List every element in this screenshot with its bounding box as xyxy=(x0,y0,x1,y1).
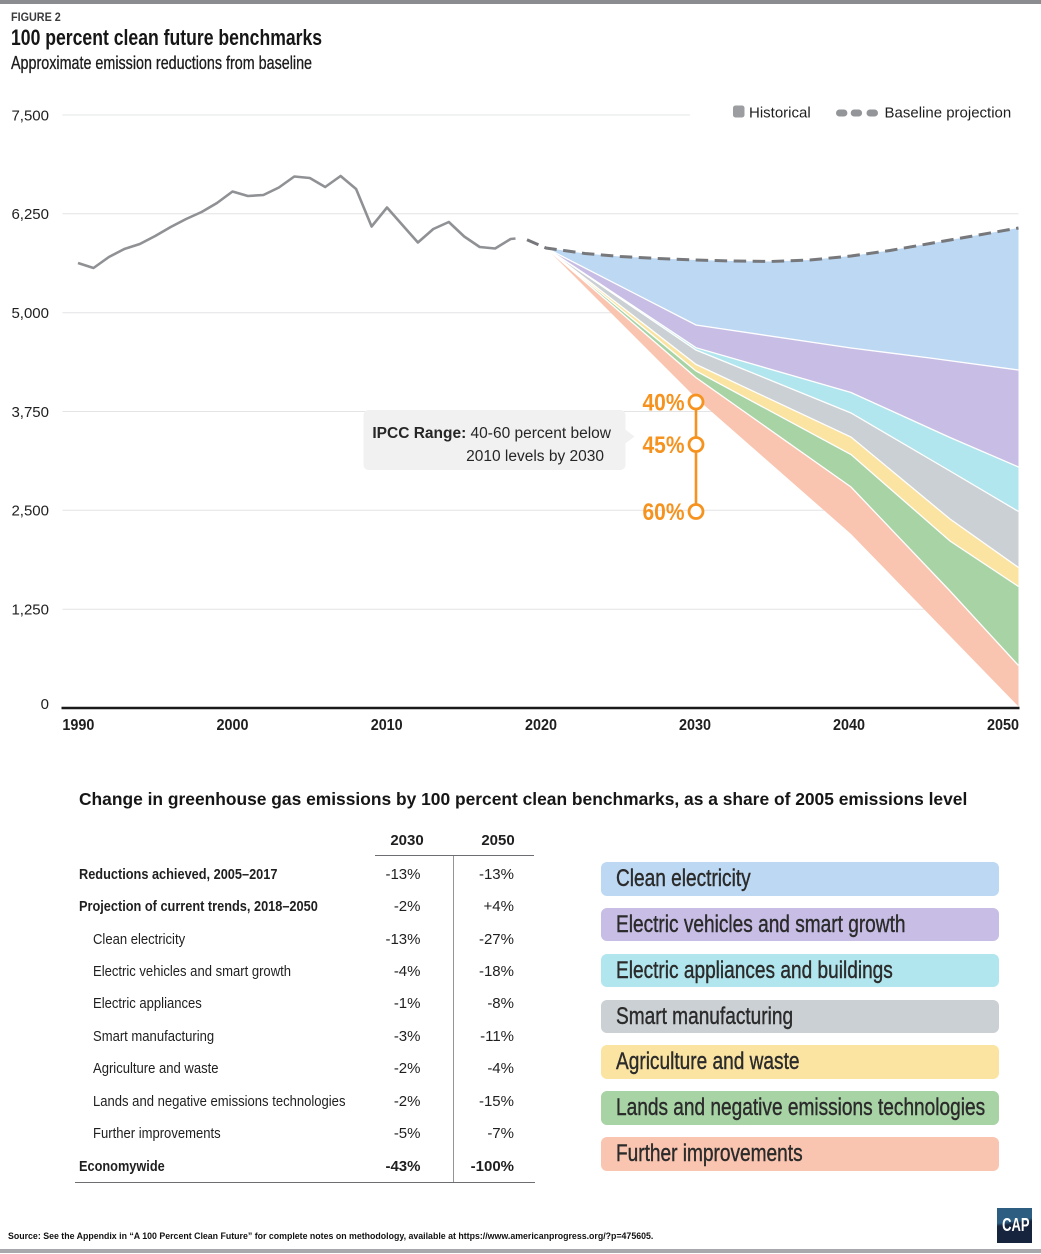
svg-text:60%: 60% xyxy=(643,499,685,526)
svg-text:2010: 2010 xyxy=(371,717,403,734)
svg-text:3,750: 3,750 xyxy=(11,404,49,421)
svg-text:2040: 2040 xyxy=(833,717,865,734)
svg-text:2050: 2050 xyxy=(987,717,1019,734)
svg-text:2,500: 2,500 xyxy=(11,503,49,520)
svg-text:0: 0 xyxy=(41,696,49,713)
svg-text:Historical: Historical xyxy=(749,105,811,122)
svg-text:2020: 2020 xyxy=(525,717,557,734)
svg-text:2000: 2000 xyxy=(217,717,249,734)
svg-text:1990: 1990 xyxy=(62,717,94,734)
svg-text:7,500: 7,500 xyxy=(11,107,49,124)
svg-text:2030: 2030 xyxy=(679,717,711,734)
svg-text:45%: 45% xyxy=(643,432,685,459)
svg-text:IPCC Range: 40-60 percent belo: IPCC Range: 40-60 percent below xyxy=(372,425,611,442)
svg-text:Baseline projection: Baseline projection xyxy=(885,105,1012,122)
svg-text:6,250: 6,250 xyxy=(11,206,49,223)
svg-text:40%: 40% xyxy=(643,390,685,417)
svg-text:1,250: 1,250 xyxy=(11,602,49,619)
svg-text:5,000: 5,000 xyxy=(11,305,49,322)
svg-text:2010 levels by 2030: 2010 levels by 2030 xyxy=(466,448,604,465)
